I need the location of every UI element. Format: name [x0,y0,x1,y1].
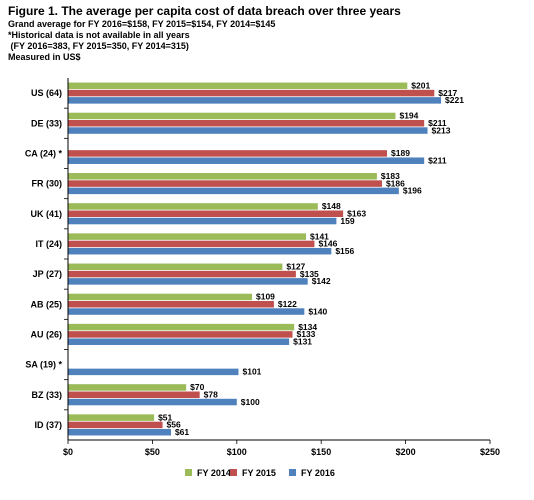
data-label: $135 [300,269,319,279]
category-label: AU (26) [30,329,62,339]
category-label: SA (19) * [25,360,62,370]
bar-fy-2014 [68,203,318,210]
data-label: $196 [403,186,422,196]
bar-fy-2016 [68,217,337,225]
bar-fy-2015 [68,120,425,127]
data-label: $56 [167,420,181,430]
legend-label: FY 2014 [197,468,231,478]
category-label: CA (24) * [25,148,63,158]
bar-fy-2014 [68,323,295,331]
data-label: $221 [445,95,464,105]
bar-fy-2016 [68,187,399,195]
legend-swatch [230,469,237,476]
chart-header: Figure 1. The average per capita cost of… [8,4,528,63]
data-label: $131 [293,336,312,346]
bar-fy-2016 [68,398,237,406]
category-label: JP (27) [33,269,62,279]
bar-fy-2016 [68,368,239,376]
data-label: $194 [399,111,418,121]
bar-fy-2016 [68,97,442,104]
category-label: UK (41) [30,209,62,219]
bar-fy-2016 [68,157,425,164]
data-label: $100 [241,397,260,407]
bar-fy-2015 [68,391,200,398]
x-tick-label: $50 [145,447,160,457]
data-label: $183 [381,171,400,181]
bar-fy-2014 [68,233,307,240]
data-label: $148 [322,201,341,211]
data-label: $146 [318,239,337,249]
data-label: $201 [411,81,430,91]
category-label: DE (33) [31,118,62,128]
legend-label: FY 2015 [242,468,276,478]
x-tick-label: $0 [63,447,73,457]
data-label: $186 [386,178,405,188]
category-label: IT (24) [35,239,62,249]
data-label: $163 [347,209,366,219]
bar-fy-2015 [68,150,388,157]
x-tick-label: $250 [480,447,500,457]
bar-fy-2014 [68,414,155,421]
data-label: $213 [432,125,451,135]
bar-fy-2016 [68,247,332,255]
bar-fy-2014 [68,293,252,301]
data-label: $140 [308,306,327,316]
data-label: $70 [190,382,204,392]
bar-fy-2016 [68,428,171,436]
bar-fy-2014 [68,263,283,271]
x-tick-label: $100 [227,447,247,457]
data-label: $189 [391,148,410,158]
legend-swatch [185,469,192,476]
data-label: $211 [428,118,447,128]
bar-fy-2015 [68,240,315,248]
historical-data-note: *Historical data is not available in all… [8,30,190,40]
data-label: $142 [312,276,331,286]
data-label: $217 [438,88,457,98]
category-label: FR (30) [31,179,62,189]
legend-swatch [289,469,296,476]
data-label: $109 [256,292,275,302]
bar-fy-2015 [68,421,163,429]
data-label: $127 [286,262,305,272]
data-label: $156 [335,246,354,256]
grand-average-note: Grand average for FY 2016=$158, FY 2015=… [8,19,276,29]
currency-note: Measured in US$ [8,52,81,62]
category-label: US (64) [31,88,62,98]
chart-title: Figure 1. The average per capita cost of… [8,4,401,18]
data-label: $61 [175,427,189,437]
sample-size-note: (FY 2016=383, FY 2015=350, FY 2014=315) [8,41,189,51]
bar-fy-2015 [68,210,344,217]
bar-fy-2014 [68,82,408,90]
category-label: ID (37) [34,420,62,430]
x-tick-label: $150 [311,447,331,457]
bar-fy-2015 [68,331,293,338]
legend-label: FY 2016 [301,468,335,478]
bar-fy-2016 [68,338,290,345]
data-label: $51 [158,412,172,422]
bar-fy-2016 [68,278,308,285]
data-label: $101 [242,367,261,377]
category-label: AB (25) [30,299,62,309]
bar-fy-2014 [68,112,396,120]
bar-fy-2016 [68,308,305,315]
category-label: BZ (33) [31,390,62,400]
data-label: $134 [298,322,317,332]
data-label: 159 [340,216,354,226]
data-label: $211 [428,155,447,165]
bar-fy-2015 [68,301,274,308]
bar-fy-2015 [68,180,382,187]
bar-fy-2015 [68,89,435,97]
data-label: $122 [278,299,297,309]
bar-fy-2016 [68,127,428,134]
data-label: $133 [297,329,316,339]
data-label: $78 [204,390,218,400]
bar-fy-2014 [68,173,377,180]
data-label: $141 [310,231,329,241]
x-tick-label: $200 [396,447,416,457]
bar-fy-2015 [68,270,296,278]
bar-fy-2014 [68,384,187,391]
